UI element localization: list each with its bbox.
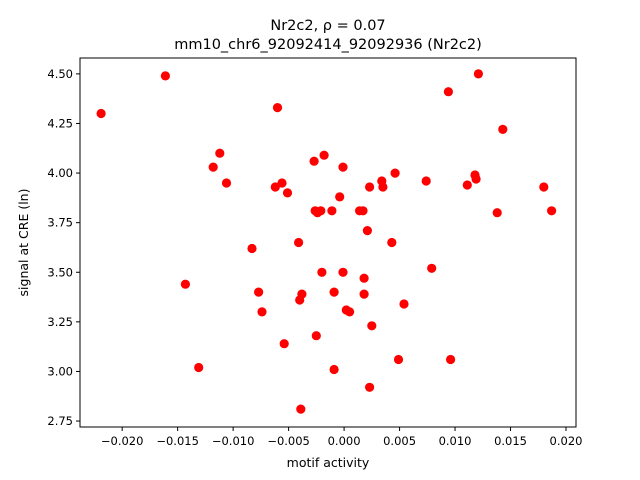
data-point <box>294 237 304 248</box>
axes-frame <box>79 57 577 428</box>
data-point <box>215 148 225 158</box>
data-points <box>96 69 557 414</box>
data-point <box>317 267 327 277</box>
data-point <box>358 206 368 216</box>
data-point <box>327 206 337 216</box>
data-point <box>254 287 264 297</box>
data-point <box>282 188 293 198</box>
data-point <box>446 354 456 365</box>
data-point <box>316 206 326 216</box>
y-axis-ticks: 2.75 3.00 3.25 3.50 3.75 4.00 4.25 4.50 <box>47 67 80 428</box>
data-point <box>462 180 472 190</box>
y-tick-label: 4.50 <box>47 67 73 81</box>
data-point <box>329 364 339 375</box>
data-point <box>492 208 502 218</box>
data-point <box>329 287 339 297</box>
data-point <box>390 168 400 178</box>
data-point <box>311 331 321 341</box>
data-point <box>272 103 283 113</box>
data-point <box>387 237 397 248</box>
data-point <box>362 226 372 236</box>
data-point <box>365 382 375 392</box>
data-point <box>96 108 106 119</box>
x-tick-label: 0.005 <box>383 434 416 448</box>
x-tick-label: −0.020 <box>101 434 144 448</box>
data-point <box>247 243 257 254</box>
data-point <box>421 176 431 186</box>
y-axis-label: signal at CRE (ln) <box>16 189 31 297</box>
data-point <box>393 354 404 365</box>
data-point <box>309 156 319 166</box>
x-axis-label: motif activity <box>287 455 370 470</box>
data-point <box>359 273 369 283</box>
data-point <box>296 404 306 414</box>
chart-title-line1: Nr2c2, ρ = 0.07 <box>270 18 385 34</box>
x-tick-label: 0.010 <box>439 434 472 448</box>
data-point <box>270 182 280 192</box>
data-point <box>539 182 549 192</box>
data-point <box>279 339 289 349</box>
data-point <box>194 362 204 373</box>
data-point <box>297 289 307 299</box>
x-axis-ticks: −0.020 −0.015 −0.010 −0.005 0.000 0.005 0.010 0… <box>101 427 583 448</box>
data-point <box>277 178 287 188</box>
x-tick-label: 0.000 <box>328 434 361 448</box>
data-point <box>257 307 267 317</box>
data-point <box>367 321 377 331</box>
data-point <box>498 124 508 134</box>
y-tick-label: 4.25 <box>47 116 73 130</box>
x-tick-label: 0.020 <box>550 434 583 448</box>
data-point <box>345 307 355 317</box>
data-point <box>427 263 437 273</box>
data-point <box>473 69 483 79</box>
y-tick-label: 4.00 <box>47 166 73 180</box>
data-point <box>221 178 232 188</box>
y-tick-label: 3.75 <box>47 216 73 230</box>
x-tick-label: −0.005 <box>267 434 310 448</box>
x-tick-label: −0.015 <box>156 434 199 448</box>
x-tick-label: 0.015 <box>494 434 527 448</box>
x-tick-label: −0.010 <box>212 434 255 448</box>
data-point <box>335 192 345 202</box>
data-point <box>359 289 369 299</box>
data-point <box>180 279 190 289</box>
data-point <box>378 182 388 192</box>
data-point <box>160 71 170 81</box>
data-point <box>399 299 409 309</box>
data-point <box>365 182 375 192</box>
data-point <box>443 87 453 97</box>
chart-title-line2: mm10_chr6_92092414_92092936 (Nr2c2) <box>174 37 482 53</box>
data-point <box>471 174 481 184</box>
plot-area: −0.020 −0.015 −0.010 −0.005 0.000 0.005 0.010 0… <box>47 57 583 448</box>
data-point <box>338 162 348 172</box>
data-point <box>208 162 218 172</box>
data-point <box>547 206 557 216</box>
y-tick-label: 3.00 <box>47 364 73 378</box>
y-tick-label: 3.25 <box>47 315 73 329</box>
data-point <box>338 267 348 277</box>
y-tick-label: 3.50 <box>47 265 73 279</box>
y-tick-label: 2.75 <box>47 414 73 428</box>
data-point <box>319 150 329 160</box>
